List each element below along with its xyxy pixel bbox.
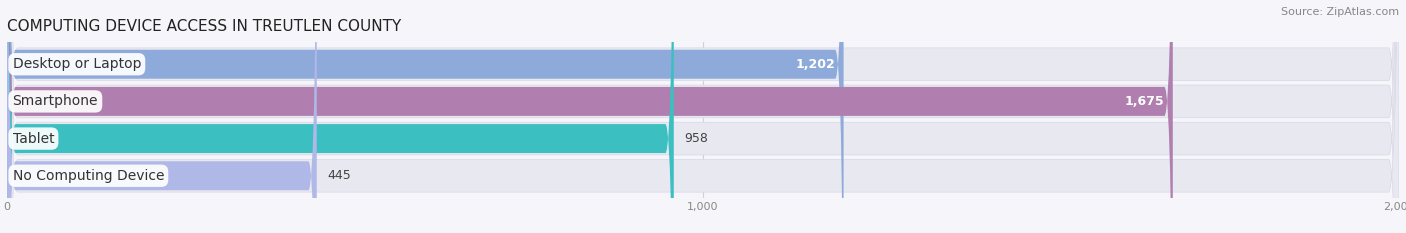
Text: COMPUTING DEVICE ACCESS IN TREUTLEN COUNTY: COMPUTING DEVICE ACCESS IN TREUTLEN COUN… <box>7 19 401 34</box>
Text: Tablet: Tablet <box>13 132 55 146</box>
Text: 958: 958 <box>685 132 709 145</box>
Text: Source: ZipAtlas.com: Source: ZipAtlas.com <box>1281 7 1399 17</box>
FancyBboxPatch shape <box>7 0 1399 233</box>
FancyBboxPatch shape <box>7 0 1399 233</box>
FancyBboxPatch shape <box>7 0 1173 233</box>
FancyBboxPatch shape <box>7 0 316 233</box>
FancyBboxPatch shape <box>7 0 1399 233</box>
Text: Smartphone: Smartphone <box>13 94 98 108</box>
Text: 445: 445 <box>328 169 352 182</box>
Text: No Computing Device: No Computing Device <box>13 169 165 183</box>
FancyBboxPatch shape <box>7 0 1399 233</box>
FancyBboxPatch shape <box>7 0 844 233</box>
Text: Desktop or Laptop: Desktop or Laptop <box>13 57 141 71</box>
Text: 1,202: 1,202 <box>796 58 835 71</box>
Text: 1,675: 1,675 <box>1125 95 1164 108</box>
FancyBboxPatch shape <box>7 0 673 233</box>
